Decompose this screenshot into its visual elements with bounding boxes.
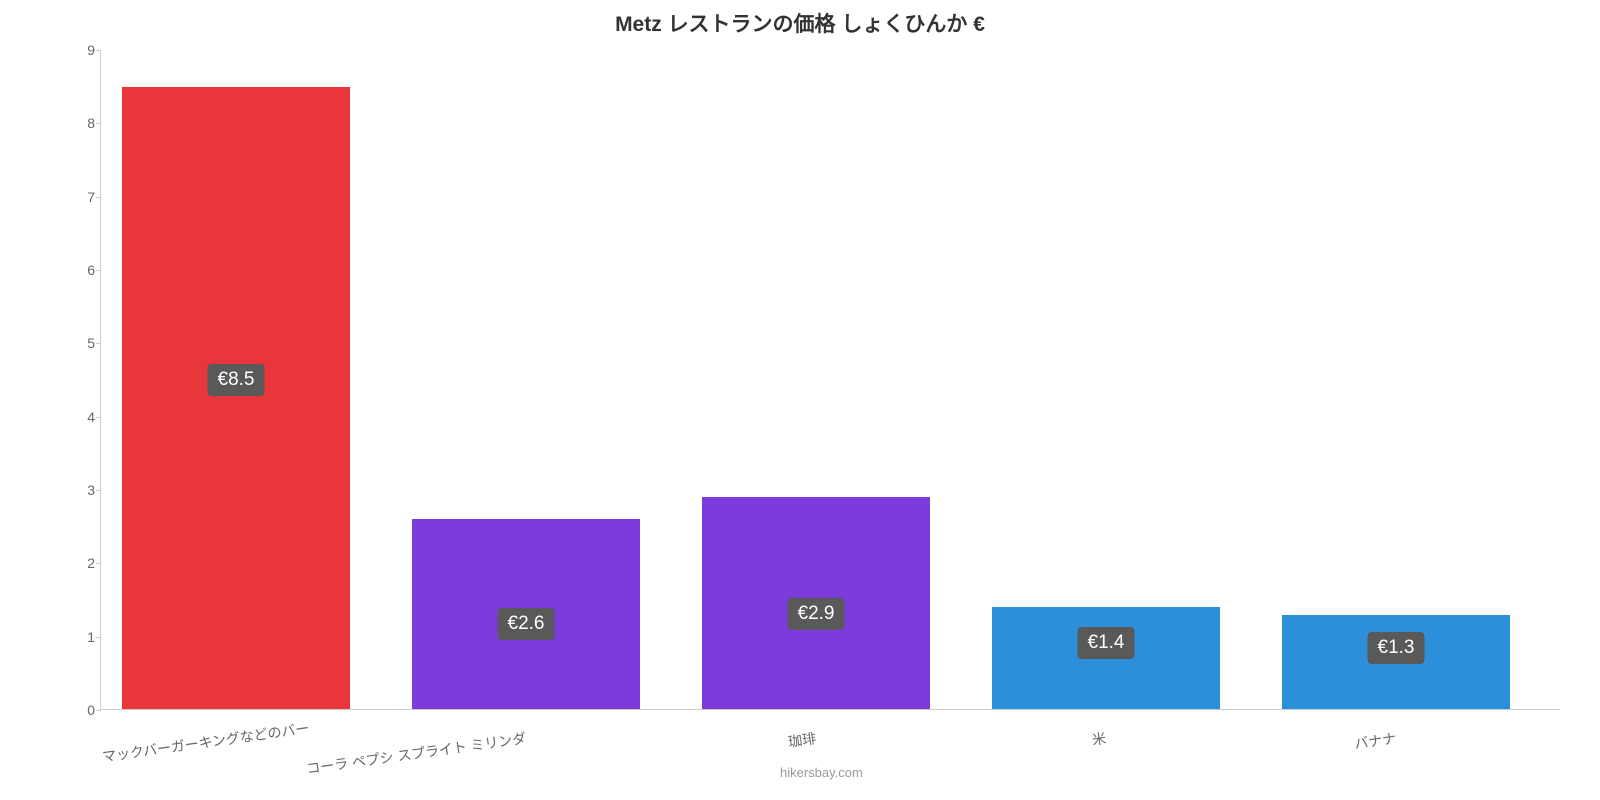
y-tick-label: 4 bbox=[61, 409, 95, 425]
y-tick-mark bbox=[96, 197, 101, 198]
x-category-label: マックバーガーキングなどのバー bbox=[101, 728, 237, 767]
chart-title: Metz レストランの価格 しょくひんか € bbox=[0, 8, 1600, 38]
y-tick-mark bbox=[96, 50, 101, 51]
y-tick-label: 5 bbox=[61, 335, 95, 351]
bar-value-label: €1.4 bbox=[1078, 627, 1135, 659]
bar-value-label: €2.9 bbox=[788, 598, 845, 630]
y-tick-mark bbox=[96, 563, 101, 564]
credit-text: hikersbay.com bbox=[780, 765, 863, 780]
bar-value-label: €8.5 bbox=[208, 364, 265, 396]
y-tick-label: 2 bbox=[61, 555, 95, 571]
bar-value-label: €2.6 bbox=[498, 608, 555, 640]
chart-container: Metz レストランの価格 しょくひんか € 0123456789€8.5マック… bbox=[0, 0, 1600, 800]
y-tick-label: 3 bbox=[61, 482, 95, 498]
plot-area: 0123456789€8.5マックバーガーキングなどのバー€2.6コーラ ペプシ… bbox=[100, 50, 1560, 710]
y-tick-mark bbox=[96, 343, 101, 344]
bar-value-label: €1.3 bbox=[1368, 632, 1425, 664]
y-tick-label: 1 bbox=[61, 629, 95, 645]
y-tick-mark bbox=[96, 123, 101, 124]
bar bbox=[121, 86, 351, 709]
y-tick-label: 9 bbox=[61, 42, 95, 58]
y-tick-mark bbox=[96, 637, 101, 638]
y-tick-label: 8 bbox=[61, 115, 95, 131]
y-tick-label: 0 bbox=[61, 702, 95, 718]
y-tick-mark bbox=[96, 270, 101, 271]
y-tick-mark bbox=[96, 490, 101, 491]
y-tick-mark bbox=[96, 710, 101, 711]
y-tick-label: 7 bbox=[61, 189, 95, 205]
y-tick-label: 6 bbox=[61, 262, 95, 278]
y-tick-mark bbox=[96, 417, 101, 418]
